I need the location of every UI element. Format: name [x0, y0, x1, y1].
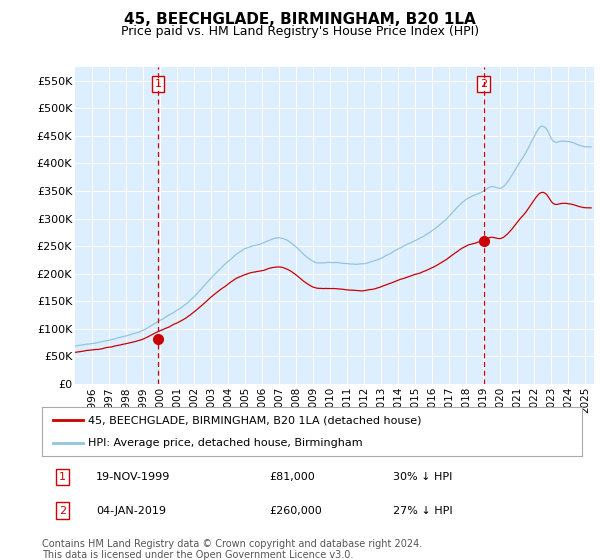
Text: 45, BEECHGLADE, BIRMINGHAM, B20 1LA (detached house): 45, BEECHGLADE, BIRMINGHAM, B20 1LA (det… [88, 416, 421, 426]
Text: 1: 1 [59, 472, 66, 482]
Text: 19-NOV-1999: 19-NOV-1999 [96, 472, 170, 482]
Text: 27% ↓ HPI: 27% ↓ HPI [393, 506, 452, 516]
Text: £81,000: £81,000 [269, 472, 314, 482]
Text: 1: 1 [155, 79, 161, 89]
Text: 2: 2 [480, 79, 487, 89]
Text: 45, BEECHGLADE, BIRMINGHAM, B20 1LA: 45, BEECHGLADE, BIRMINGHAM, B20 1LA [124, 12, 476, 27]
Text: 2: 2 [59, 506, 66, 516]
Text: £260,000: £260,000 [269, 506, 322, 516]
Text: HPI: Average price, detached house, Birmingham: HPI: Average price, detached house, Birm… [88, 438, 362, 448]
Text: 04-JAN-2019: 04-JAN-2019 [96, 506, 166, 516]
Text: Price paid vs. HM Land Registry's House Price Index (HPI): Price paid vs. HM Land Registry's House … [121, 25, 479, 38]
Text: Contains HM Land Registry data © Crown copyright and database right 2024.
This d: Contains HM Land Registry data © Crown c… [42, 539, 422, 560]
Text: 30% ↓ HPI: 30% ↓ HPI [393, 472, 452, 482]
